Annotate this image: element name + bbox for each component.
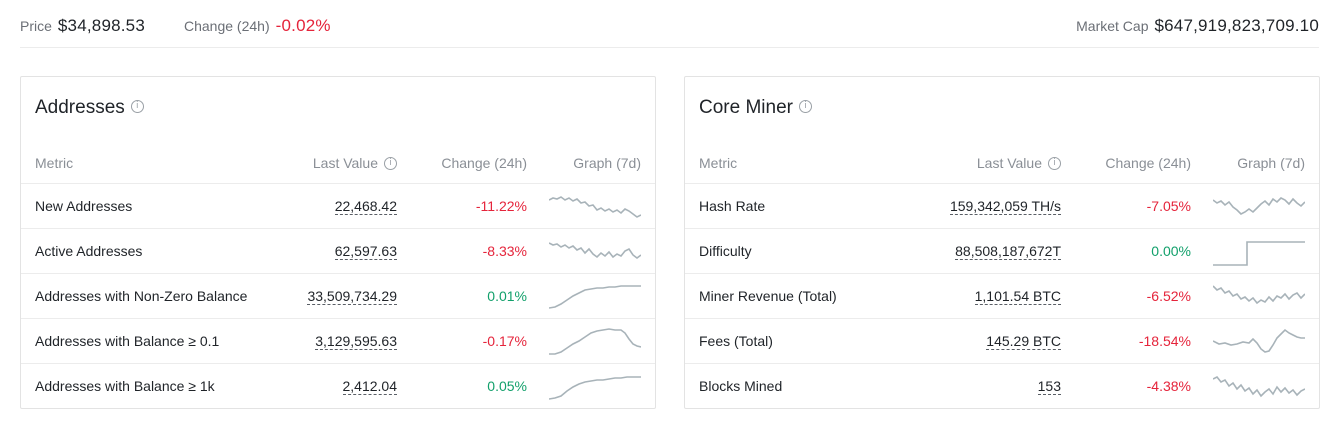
table-row[interactable]: Difficulty 88,508,187,672T 0.00% [685,228,1319,273]
addresses-title: Addresses [35,97,125,118]
last-value[interactable]: 2,412.04 [342,378,397,395]
change-value: -0.17% [482,333,527,349]
sparkline [1213,375,1305,398]
metric-name: Addresses with Balance ≥ 1k [35,378,215,394]
price-value: $34,898.53 [57,16,145,35]
info-icon[interactable]: i [798,100,812,114]
panel-title: Addresses i [35,97,144,119]
metric-name: New Addresses [35,198,133,214]
change-value: -6.52% [1146,288,1191,304]
price-bar: Price $34,898.53 Change (24h) -0.02% Marke… [20,0,1319,48]
metric-name: Blocks Mined [699,378,783,394]
header-metric: Metric [35,155,74,171]
sparkline [549,285,641,309]
table-row[interactable]: Addresses with Balance ≥ 1k 2,412.04 0.0… [21,363,655,408]
market-cap-stat: Market Cap $647,919,823,709.10 [1076,16,1319,36]
price-label: Price [20,18,52,34]
metric-name: Addresses with Balance ≥ 0.1 [35,333,220,349]
header-last-value: Last Value i [313,155,397,171]
table-row[interactable]: Addresses with Balance ≥ 0.1 3,129,595.6… [21,318,655,363]
last-value[interactable]: 22,468.42 [334,198,397,215]
core-miner-panel: Core Miner i Metric Last Value i Change (2… [684,76,1320,409]
change-value: 0.05% [487,378,527,394]
metric-name: Miner Revenue (Total) [699,288,837,304]
sparkline [1213,285,1305,305]
header-graph: Graph (7d) [1237,155,1305,171]
change-value: -4.38% [1146,378,1191,394]
change-stat: Change (24h) -0.02% [184,16,331,36]
market-cap-value: $647,919,823,709.10 [1154,16,1319,35]
info-icon[interactable]: i [1048,156,1061,170]
change-value: -7.05% [1146,198,1191,214]
price-stat: Price $34,898.53 [20,16,145,36]
panel-title: Core Miner i [699,97,812,119]
table-row[interactable]: Addresses with Non-Zero Balance 33,509,7… [21,273,655,318]
header-change: Change (24h) [441,155,527,171]
info-icon[interactable]: i [130,100,144,114]
change-value: -0.02% [275,16,331,35]
sparkline [549,376,641,400]
change-value: -18.54% [1138,333,1191,349]
change-value: 0.01% [487,288,527,304]
addresses-panel: Addresses i Metric Last Value i Change (24… [20,76,656,409]
header-graph: Graph (7d) [573,155,641,171]
header-last-value: Last Value i [977,155,1061,171]
last-value[interactable]: 88,508,187,672T [955,243,1061,260]
table-row[interactable]: Active Addresses 62,597.63 -8.33% [21,228,655,273]
sparkline [1213,328,1305,353]
metric-name: Active Addresses [35,243,143,259]
table-row[interactable]: Miner Revenue (Total) 1,101.54 BTC -6.52… [685,273,1319,318]
table-row[interactable]: New Addresses 22,468.42 -11.22% [21,183,655,228]
last-value[interactable]: 145.29 BTC [986,333,1061,350]
sparkline [549,196,641,218]
market-cap-label: Market Cap [1076,18,1149,34]
sparkline [1213,197,1305,215]
change-value: -11.22% [475,198,527,214]
header-metric: Metric [699,155,738,171]
metric-name: Hash Rate [699,198,766,214]
addresses-rows: New Addresses 22,468.42 -11.22% Active A… [21,183,655,408]
last-value[interactable]: 33,509,734.29 [307,288,397,305]
last-value[interactable]: 3,129,595.63 [315,333,397,350]
sparkline [1213,241,1305,266]
last-value[interactable]: 153 [1037,378,1061,395]
core-miner-title: Core Miner [699,97,793,118]
info-icon[interactable]: i [384,156,397,170]
sparkline [549,328,641,355]
core-miner-rows: Hash Rate 159,342,059 TH/s -7.05% Diffic… [685,183,1319,408]
last-value[interactable]: 62,597.63 [334,243,397,260]
table-row[interactable]: Blocks Mined 153 -4.38% [685,363,1319,408]
change-label: Change (24h) [184,18,270,34]
table-row[interactable]: Hash Rate 159,342,059 TH/s -7.05% [685,183,1319,228]
metric-name: Addresses with Non-Zero Balance [35,288,248,304]
last-value[interactable]: 159,342,059 TH/s [949,198,1061,215]
change-value: -8.33% [482,243,527,259]
table-row[interactable]: Fees (Total) 145.29 BTC -18.54% [685,318,1319,363]
header-change: Change (24h) [1105,155,1191,171]
last-value[interactable]: 1,101.54 BTC [974,288,1061,305]
sparkline [549,242,641,259]
change-value: 0.00% [1151,243,1191,259]
metric-name: Difficulty [699,243,752,259]
metric-name: Fees (Total) [699,333,773,349]
